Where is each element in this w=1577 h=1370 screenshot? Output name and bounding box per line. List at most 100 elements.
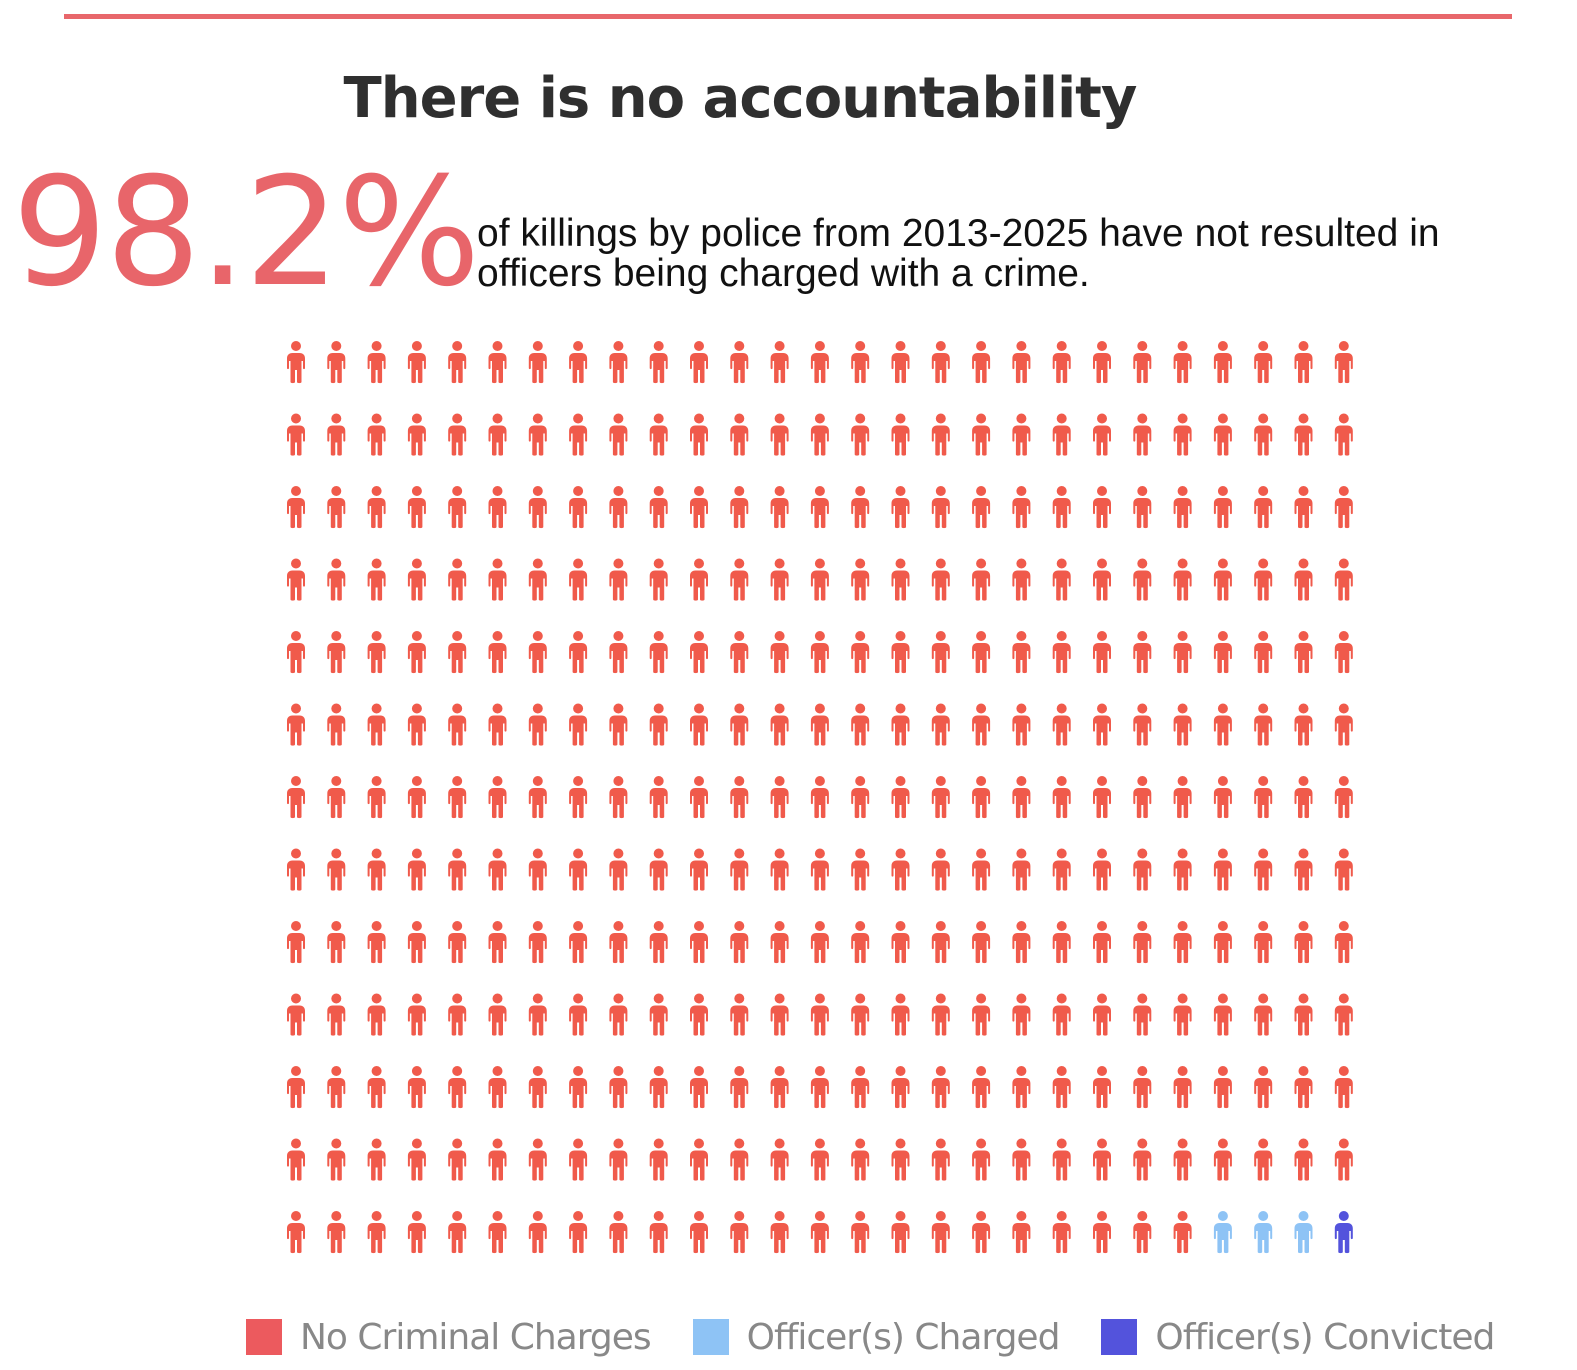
person-icon (891, 631, 910, 674)
person-icon (407, 848, 426, 891)
person-icon (528, 413, 547, 456)
person-icon (770, 993, 789, 1036)
person-icon (649, 341, 668, 384)
person-icon (1093, 921, 1111, 964)
person-icon (730, 776, 749, 819)
person-icon (367, 703, 386, 746)
person-icon (1173, 1066, 1192, 1109)
person-icon (488, 776, 507, 819)
person-icon (1294, 703, 1313, 746)
person-icon (931, 413, 950, 456)
person-icon (407, 1066, 426, 1109)
person-icon (1213, 1138, 1232, 1181)
person-icon (1052, 1211, 1071, 1254)
person-icon (528, 848, 547, 891)
person-icon (1133, 1066, 1152, 1109)
person-icon (287, 486, 305, 529)
person-icon (972, 993, 991, 1036)
person-icon (1254, 1066, 1273, 1109)
person-icon (1133, 1138, 1152, 1181)
person-icon (1093, 703, 1111, 746)
person-icon (528, 1066, 547, 1109)
person-icon (448, 1066, 467, 1109)
person-icon (891, 413, 910, 456)
person-icon (1133, 993, 1152, 1036)
person-icon (1012, 703, 1031, 746)
person-icon (448, 1211, 467, 1254)
person-icon (931, 486, 950, 529)
person-icon (287, 1138, 305, 1181)
person-icon (851, 1138, 870, 1181)
person-icon (891, 703, 910, 746)
person-icon (287, 1066, 305, 1109)
person-icon (1173, 703, 1192, 746)
person-icon (1012, 993, 1031, 1036)
person-icon (1012, 776, 1031, 819)
person-icon (448, 921, 467, 964)
person-icon (1052, 993, 1071, 1036)
person-icon (1133, 631, 1152, 674)
person-icon (1093, 341, 1111, 384)
person-icon (1213, 558, 1232, 601)
person-icon (730, 631, 749, 674)
person-icon (488, 1066, 507, 1109)
person-icon (1133, 921, 1152, 964)
person-icon (327, 558, 346, 601)
person-icon (1254, 1211, 1273, 1254)
person-icon (367, 848, 386, 891)
person-icon (448, 631, 467, 674)
person-icon (690, 486, 708, 529)
person-icon (730, 848, 749, 891)
person-icon (649, 848, 668, 891)
person-icon (1133, 413, 1152, 456)
person-icon (609, 486, 628, 529)
person-icon (1213, 776, 1232, 819)
person-icon (1254, 776, 1273, 819)
person-icon (891, 341, 910, 384)
legend: No Criminal Charges Officer(s) Charged O… (246, 1312, 1536, 1362)
person-icon (569, 486, 588, 529)
person-icon (327, 848, 346, 891)
person-icon (528, 703, 547, 746)
person-icon (488, 921, 507, 964)
person-icon (609, 848, 628, 891)
person-icon (730, 341, 749, 384)
person-icon (1012, 631, 1031, 674)
person-icon (407, 486, 426, 529)
person-icon (972, 921, 991, 964)
person-icon (287, 413, 305, 456)
person-icon (569, 1211, 588, 1254)
person-icon (972, 486, 991, 529)
person-icon (1173, 921, 1192, 964)
person-icon (1173, 558, 1192, 601)
person-icon (1093, 776, 1111, 819)
person-icon (891, 848, 910, 891)
person-icon (810, 1211, 829, 1254)
legend-label: No Criminal Charges (300, 1316, 652, 1358)
person-icon (931, 1211, 950, 1254)
person-icon (1173, 486, 1192, 529)
person-icon (851, 341, 870, 384)
person-icon (1334, 703, 1353, 746)
person-icon (891, 1211, 910, 1254)
person-icon (891, 776, 910, 819)
person-icon (448, 703, 467, 746)
person-icon (891, 993, 910, 1036)
person-icon (1052, 703, 1071, 746)
person-icon (972, 413, 991, 456)
person-icon (1093, 1066, 1111, 1109)
person-icon (1294, 1066, 1313, 1109)
person-icon (448, 993, 467, 1036)
person-icon (1052, 486, 1071, 529)
person-icon (1173, 1211, 1192, 1254)
person-icon (1052, 1138, 1071, 1181)
person-icon (730, 993, 749, 1036)
person-icon (891, 921, 910, 964)
person-icon (1213, 413, 1232, 456)
person-icon (1012, 486, 1031, 529)
person-icon (1012, 558, 1031, 601)
chart-title: There is no accountability (343, 66, 1138, 131)
person-icon (1334, 558, 1353, 601)
person-icon (609, 631, 628, 674)
person-icon (1294, 486, 1313, 529)
